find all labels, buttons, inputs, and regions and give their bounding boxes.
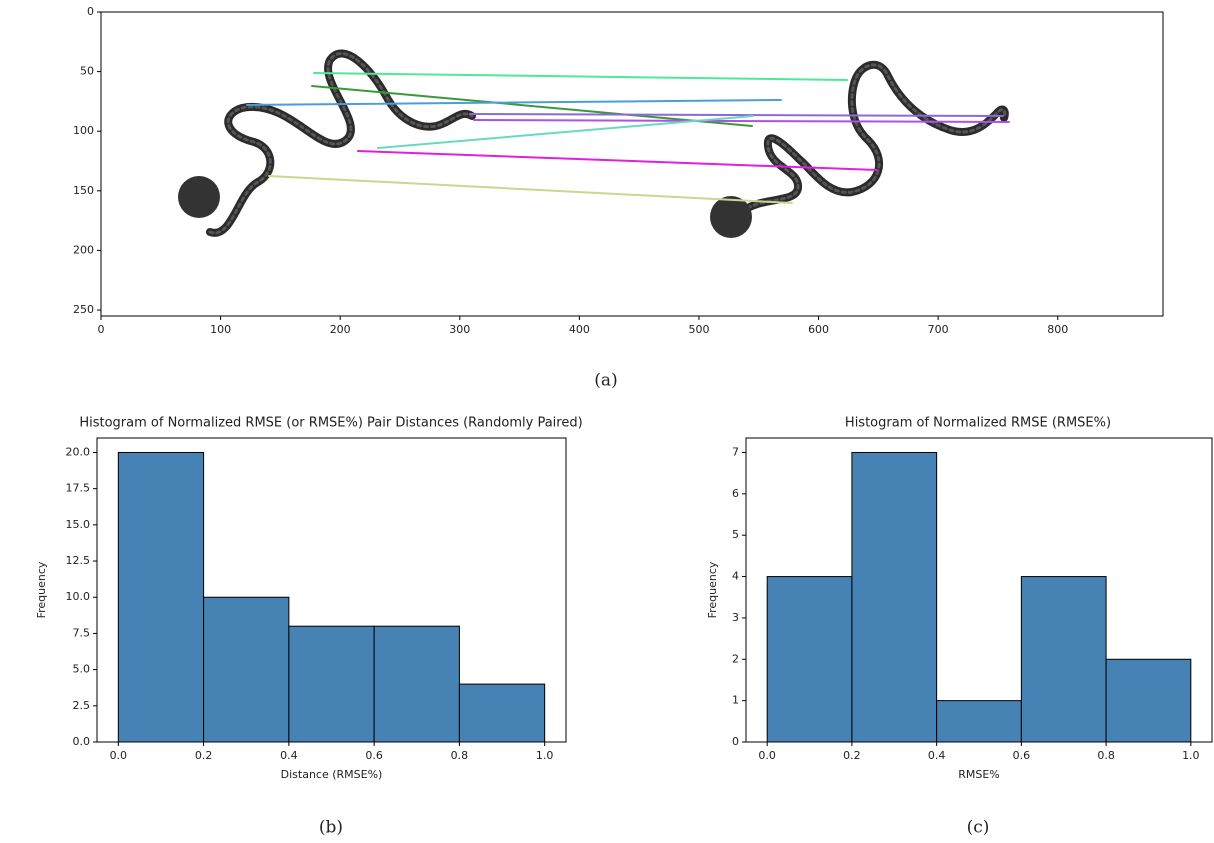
chart-title: Histogram of Normalized RMSE (RMSE%) [845,416,1111,431]
ball [710,196,752,238]
x-tick-label: 0.8 [1097,749,1115,762]
y-tick-label: 2 [732,652,739,665]
bar [458,683,546,743]
y-tick-label: 5.0 [73,663,91,676]
bar [1020,576,1107,743]
y-tick-label: 1 [732,694,739,707]
match-line [377,115,754,149]
x-tick-label: 200 [330,323,351,336]
x-tick-label: 1.0 [1182,749,1200,762]
y-tick-label: 7.5 [73,626,91,639]
y-tick-label: 2.5 [73,699,91,712]
y-tick-label: 12.5 [66,554,91,567]
rope [740,63,1007,214]
y-tick-label: 15.0 [66,518,91,531]
x-tick-label: 100 [210,323,231,336]
x-tick-label: 0.6 [1013,749,1031,762]
x-tick-label: 700 [928,323,949,336]
x-tick-label: 0.8 [451,749,469,762]
y-tick-label: 100 [73,124,94,137]
axes-frame [96,437,567,743]
match-lines [246,72,1010,204]
y-tick-label: 20.0 [66,445,91,458]
y-axis-label: Frequency [706,561,719,618]
y-tick-label: 3 [732,611,739,624]
chart-title: Histogram of Normalized RMSE (or RMSE%) … [79,416,582,431]
bar [203,596,290,743]
rope [208,52,474,235]
y-tick-label: 0.0 [73,735,91,748]
match-line [246,99,782,106]
y-tick-label: 17.5 [66,482,91,495]
y-tick-label: 7 [732,445,739,458]
image-content [178,49,1010,238]
axes-frame [100,11,1164,317]
y-axis-label: Frequency [35,561,48,618]
bar [1105,658,1192,743]
ball [178,176,220,218]
y-tick-label: 5 [732,528,739,541]
bar [117,451,205,743]
bar [851,451,938,743]
bar [936,700,1022,743]
x-tick-label: 0.2 [195,749,213,762]
y-tick-label: 0 [732,735,739,748]
x-tick-label: 1.0 [536,749,554,762]
x-tick-label: 800 [1047,323,1068,336]
match-line [268,175,793,204]
caption: (c) [967,818,990,838]
axes-frame [745,437,1213,743]
x-tick-label: 0.0 [110,749,128,762]
y-tick-label: 10.0 [66,590,91,603]
y-tick-label: 250 [73,303,94,316]
x-axis-label: Distance (RMSE%) [281,768,383,781]
y-tick-label: 200 [73,243,94,256]
x-tick-label: 0 [98,323,105,336]
bar [766,576,853,743]
x-tick-label: 0.4 [280,749,298,762]
x-tick-label: 300 [449,323,470,336]
x-tick-label: 500 [688,323,709,336]
match-line [313,72,848,81]
x-axis-label: RMSE% [958,768,1000,781]
y-tick-label: 6 [732,487,739,500]
x-tick-label: 400 [569,323,590,336]
caption: (a) [594,371,617,391]
x-tick-label: 0.0 [758,749,776,762]
match-line [357,150,878,171]
y-tick-label: 50 [80,65,94,78]
x-tick-label: 0.4 [928,749,946,762]
match-line [469,113,1004,117]
x-tick-label: 0.6 [365,749,383,762]
rope [738,61,1009,216]
x-tick-label: 600 [808,323,829,336]
y-tick-label: 4 [732,570,739,583]
y-tick-label: 0 [87,5,94,18]
x-tick-label: 0.2 [843,749,861,762]
y-tick-label: 150 [73,184,94,197]
bar [288,625,375,743]
match-line [311,85,753,127]
bar [373,625,460,743]
caption: (b) [319,818,343,838]
match-line [473,119,1010,123]
